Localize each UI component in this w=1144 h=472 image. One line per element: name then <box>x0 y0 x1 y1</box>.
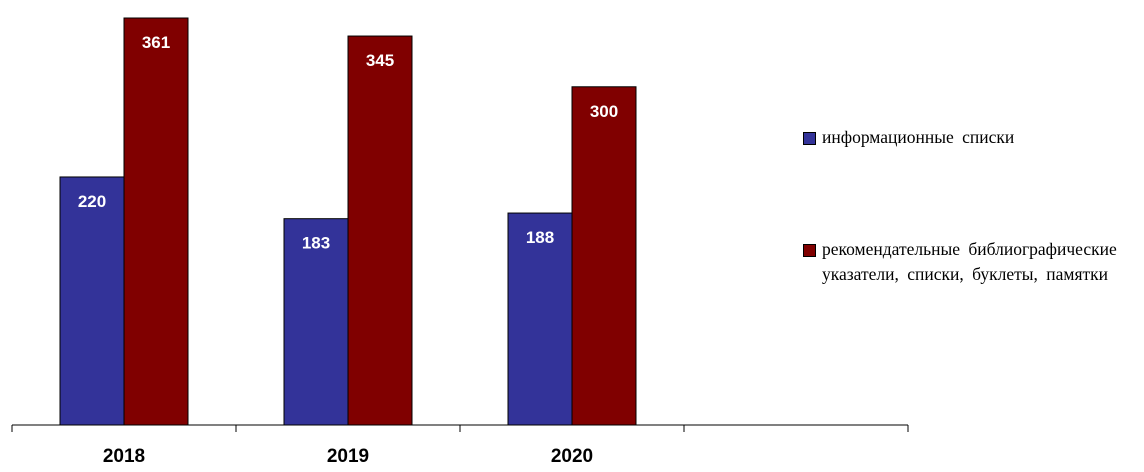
legend-label-series-1: информационные списки <box>822 127 1015 147</box>
bar-2020-series-1 <box>507 212 573 426</box>
data-label-2019-series-1: 183 <box>302 234 330 253</box>
x-tick-label-2019: 2019 <box>327 446 369 467</box>
legend-swatch-series-1 <box>803 132 816 145</box>
data-label-2020-series-2: 300 <box>590 102 618 121</box>
bar-2020-series-2 <box>571 86 637 426</box>
legend-item-series-1: информационные списки <box>803 125 1143 150</box>
bar-2018-series-2 <box>123 17 189 426</box>
legend: информационные списки рекомендательные б… <box>803 125 1143 287</box>
x-tick-label-2018: 2018 <box>103 446 145 467</box>
data-label-2019-series-2: 345 <box>366 51 394 70</box>
legend-item-series-2: рекомендательные библиографические указа… <box>803 237 1143 287</box>
bar-2019-series-1 <box>283 218 349 426</box>
data-label-2020-series-1: 188 <box>526 228 554 247</box>
bar-2018-series-1 <box>59 176 125 426</box>
bar-2019-series-2 <box>347 35 413 426</box>
legend-swatch-series-2 <box>803 244 816 257</box>
data-label-2018-series-2: 361 <box>142 33 170 52</box>
legend-label-series-2: рекомендательные библиографические указа… <box>822 239 1117 284</box>
data-label-2018-series-1: 220 <box>78 192 106 211</box>
x-tick-label-2020: 2020 <box>551 446 593 467</box>
